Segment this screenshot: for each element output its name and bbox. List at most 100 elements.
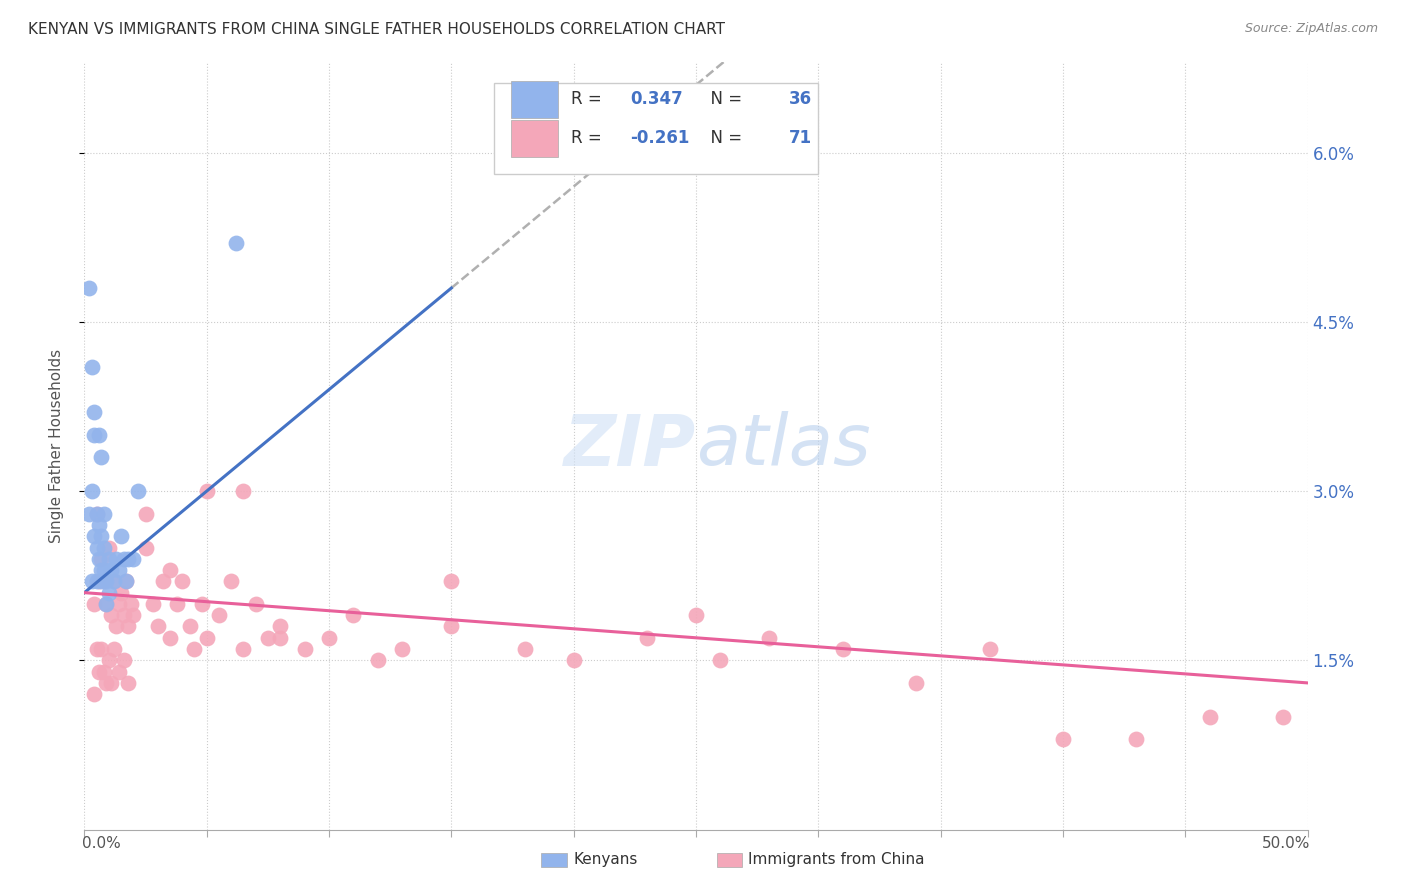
Point (179, 619, 201, 633)
Point (232, 484, 254, 499)
Text: N =: N = (700, 90, 747, 108)
Point (87, 427, 110, 442)
Point (440, 619, 463, 633)
Point (245, 597, 267, 611)
Point (107, 665, 129, 679)
Point (110, 529, 132, 543)
Point (122, 551, 145, 566)
Point (112, 653, 135, 667)
Point (87, 665, 110, 679)
Point (367, 653, 389, 667)
Point (103, 574, 125, 589)
Point (294, 642, 316, 657)
Point (80, 574, 103, 589)
Point (83, 529, 105, 543)
Point (87, 518, 110, 533)
Point (112, 551, 135, 566)
Point (183, 642, 205, 657)
Point (135, 507, 157, 521)
Point (107, 563, 129, 577)
Point (100, 608, 122, 623)
Point (83, 687, 105, 701)
Point (159, 563, 181, 577)
Point (77, 281, 100, 295)
Text: 71: 71 (789, 129, 813, 147)
Text: 0.0%: 0.0% (82, 836, 121, 851)
Point (127, 484, 149, 499)
Point (93, 574, 115, 589)
Text: 50.0%: 50.0% (1261, 836, 1310, 851)
Point (83, 427, 105, 442)
Point (146, 619, 169, 633)
Text: -0.261: -0.261 (630, 129, 689, 147)
Point (685, 608, 707, 623)
Text: Source: ZipAtlas.com: Source: ZipAtlas.com (1244, 22, 1378, 36)
Point (90, 563, 112, 577)
FancyBboxPatch shape (494, 83, 818, 174)
Text: Immigrants from China: Immigrants from China (748, 853, 925, 867)
Point (93, 563, 115, 577)
Text: atlas: atlas (696, 411, 870, 481)
Point (93, 665, 115, 679)
Point (117, 551, 139, 566)
Point (208, 608, 231, 623)
Point (1052, 732, 1074, 747)
Point (120, 597, 142, 611)
Text: N =: N = (700, 129, 747, 147)
Point (105, 619, 128, 633)
Point (758, 631, 780, 645)
Y-axis label: Single Father Households: Single Father Households (49, 349, 63, 543)
Point (97, 653, 120, 667)
Point (87, 551, 110, 566)
Point (105, 551, 128, 566)
Point (115, 574, 138, 589)
Point (86, 507, 108, 521)
Point (905, 676, 928, 690)
Point (122, 608, 145, 623)
Text: Kenyans: Kenyans (574, 853, 638, 867)
Point (96, 574, 118, 589)
Point (107, 597, 129, 611)
Point (86, 507, 108, 521)
Text: R =: R = (571, 90, 607, 108)
Point (232, 642, 254, 657)
Text: 0.347: 0.347 (630, 90, 683, 108)
Point (96, 597, 118, 611)
FancyBboxPatch shape (512, 120, 558, 157)
Point (191, 597, 214, 611)
Point (97, 585, 120, 599)
Point (257, 631, 280, 645)
Point (159, 631, 181, 645)
Point (112, 608, 135, 623)
Text: ZIP: ZIP (564, 411, 696, 481)
Point (86, 574, 108, 589)
Point (86, 642, 108, 657)
Point (117, 619, 139, 633)
Point (90, 574, 112, 589)
Point (103, 642, 125, 657)
Point (172, 574, 194, 589)
Point (831, 642, 853, 657)
Point (318, 631, 340, 645)
Point (135, 541, 157, 555)
Point (562, 653, 585, 667)
Point (90, 642, 112, 657)
Point (83, 405, 105, 419)
Point (269, 619, 291, 633)
Point (142, 597, 165, 611)
Text: KENYAN VS IMMIGRANTS FROM CHINA SINGLE FATHER HOUSEHOLDS CORRELATION CHART: KENYAN VS IMMIGRANTS FROM CHINA SINGLE F… (28, 22, 725, 37)
Point (110, 585, 132, 599)
Point (979, 642, 1001, 657)
Point (166, 597, 188, 611)
Point (90, 450, 112, 465)
Point (97, 551, 120, 566)
Point (440, 574, 463, 589)
Point (219, 574, 242, 589)
Point (1198, 710, 1220, 724)
Point (636, 631, 658, 645)
Point (152, 574, 174, 589)
Point (80, 484, 103, 499)
Point (391, 642, 413, 657)
FancyBboxPatch shape (512, 81, 558, 118)
Point (1272, 710, 1295, 724)
